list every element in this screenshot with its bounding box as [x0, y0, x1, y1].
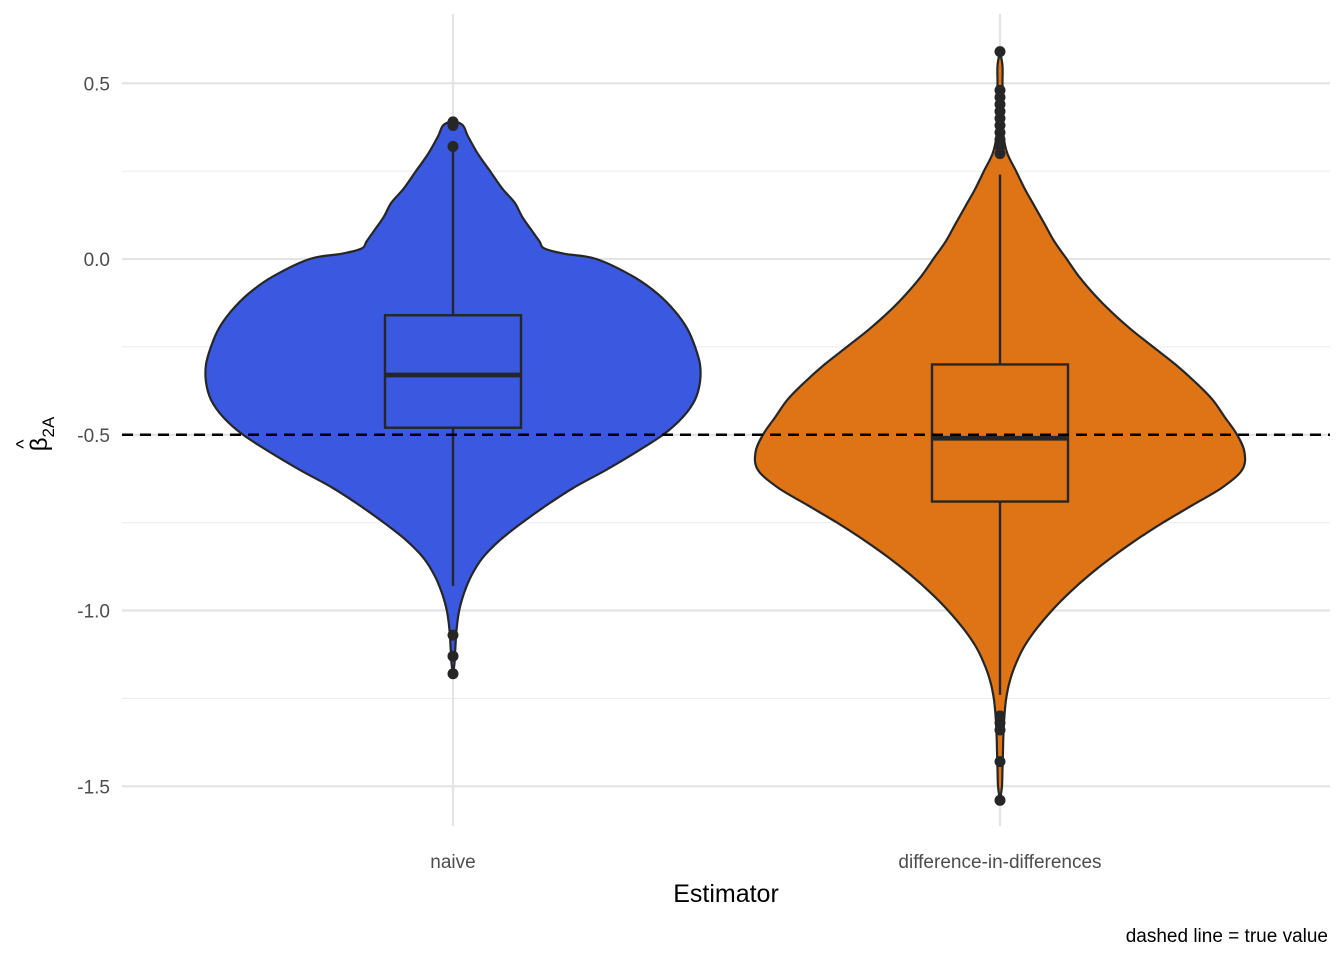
- y-tick-label: 0.0: [84, 250, 110, 271]
- outlier-point: [994, 46, 1006, 58]
- outlier-point: [994, 148, 1006, 160]
- outlier-point: [447, 119, 459, 131]
- violin-group-naive: [204, 116, 702, 680]
- x-tick-label: difference-in-differences: [898, 852, 1101, 873]
- outlier-point: [447, 668, 459, 680]
- x-tick-label: naive: [430, 852, 475, 873]
- y-axis-title-symbol: β: [26, 437, 53, 451]
- iqr-box: [383, 314, 523, 429]
- chart-caption: dashed line = true value: [1126, 926, 1328, 947]
- y-tick-label: -1.5: [77, 777, 110, 798]
- outlier-point: [994, 756, 1006, 768]
- violin-layer: [204, 46, 1247, 806]
- violin-group-did: [753, 46, 1247, 806]
- y-tick-label: -0.5: [77, 426, 110, 447]
- svg-text:β2A: β2A: [26, 416, 58, 451]
- y-axis-title-subscript: 2A: [39, 416, 58, 437]
- x-tick-labels: naive difference-in-differences: [430, 852, 1101, 873]
- iqr-box: [930, 363, 1070, 503]
- y-tick-label: 0.5: [84, 74, 110, 95]
- outlier-point: [994, 794, 1006, 806]
- y-tick-labels: 0.5 0.0 -0.5 -1.0 -1.5: [77, 74, 110, 798]
- x-axis-title: Estimator: [673, 880, 779, 908]
- y-axis-title-hat: ^: [13, 439, 35, 449]
- outlier-point: [994, 724, 1006, 736]
- y-tick-label: -1.0: [77, 602, 110, 623]
- outlier-point: [447, 629, 459, 641]
- y-axis-title: β2A ^: [13, 416, 58, 451]
- outlier-point: [447, 141, 459, 153]
- outlier-point: [447, 650, 459, 662]
